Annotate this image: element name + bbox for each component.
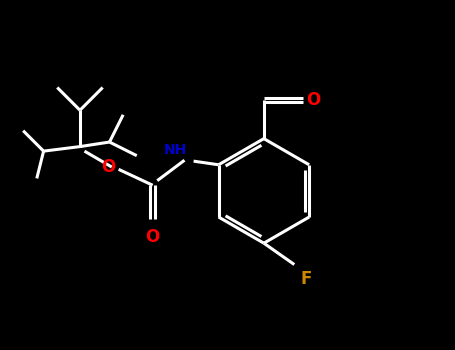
Text: O: O bbox=[306, 91, 320, 109]
Text: F: F bbox=[300, 271, 312, 288]
Text: O: O bbox=[146, 228, 160, 245]
Text: O: O bbox=[101, 158, 115, 176]
Text: NH: NH bbox=[163, 142, 187, 156]
